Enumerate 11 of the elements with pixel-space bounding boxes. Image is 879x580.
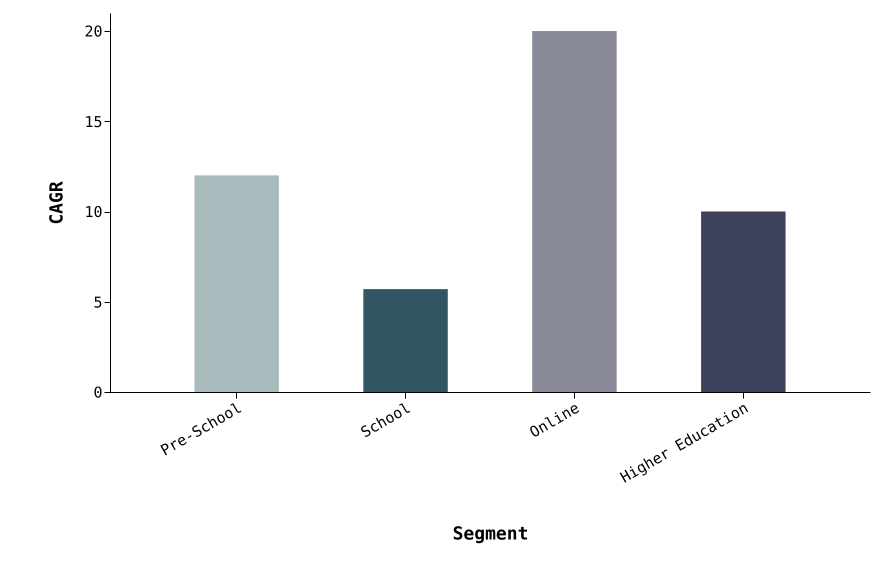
y-tick-label: 5 (93, 293, 102, 312)
y-tick-label: 0 (93, 384, 102, 402)
bar (701, 212, 786, 392)
y-tick-label: 15 (84, 112, 102, 131)
x-axis-title: Segment (452, 524, 528, 545)
bar (363, 289, 448, 392)
bar (194, 175, 279, 392)
bar (532, 31, 617, 392)
y-tick-label: 20 (84, 22, 102, 41)
y-axis-title: CAGR (46, 181, 68, 225)
y-tick-label: 10 (84, 203, 102, 222)
